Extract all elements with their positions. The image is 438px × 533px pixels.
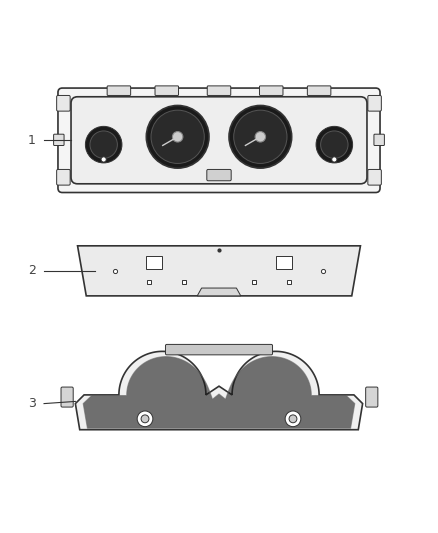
Circle shape	[229, 106, 292, 168]
Text: 1: 1	[28, 134, 36, 147]
Circle shape	[101, 157, 106, 162]
Circle shape	[173, 132, 183, 142]
Circle shape	[85, 126, 122, 163]
Polygon shape	[197, 288, 241, 296]
FancyBboxPatch shape	[366, 387, 378, 407]
Circle shape	[234, 110, 287, 164]
Text: 2: 2	[28, 264, 36, 277]
FancyBboxPatch shape	[146, 256, 162, 269]
Circle shape	[151, 110, 204, 164]
Circle shape	[332, 157, 337, 162]
FancyBboxPatch shape	[368, 169, 381, 185]
Circle shape	[316, 126, 353, 163]
FancyBboxPatch shape	[374, 134, 385, 146]
Circle shape	[141, 415, 149, 423]
Circle shape	[321, 131, 348, 158]
FancyBboxPatch shape	[307, 86, 331, 95]
Polygon shape	[75, 351, 363, 430]
FancyBboxPatch shape	[71, 97, 367, 184]
FancyBboxPatch shape	[61, 387, 73, 407]
FancyBboxPatch shape	[58, 88, 380, 192]
FancyBboxPatch shape	[166, 344, 272, 355]
Circle shape	[146, 106, 209, 168]
FancyBboxPatch shape	[259, 86, 283, 95]
Circle shape	[289, 415, 297, 423]
Circle shape	[137, 411, 153, 426]
FancyBboxPatch shape	[155, 86, 179, 95]
Circle shape	[285, 411, 301, 426]
FancyBboxPatch shape	[107, 86, 131, 95]
FancyBboxPatch shape	[276, 256, 292, 269]
Text: 3: 3	[28, 397, 36, 410]
Polygon shape	[78, 246, 360, 296]
Circle shape	[255, 132, 265, 142]
FancyBboxPatch shape	[207, 169, 231, 181]
FancyBboxPatch shape	[368, 95, 381, 111]
FancyBboxPatch shape	[207, 86, 231, 95]
Polygon shape	[83, 357, 355, 428]
FancyBboxPatch shape	[57, 95, 70, 111]
FancyBboxPatch shape	[53, 134, 64, 146]
Circle shape	[90, 131, 117, 158]
FancyBboxPatch shape	[57, 169, 70, 185]
